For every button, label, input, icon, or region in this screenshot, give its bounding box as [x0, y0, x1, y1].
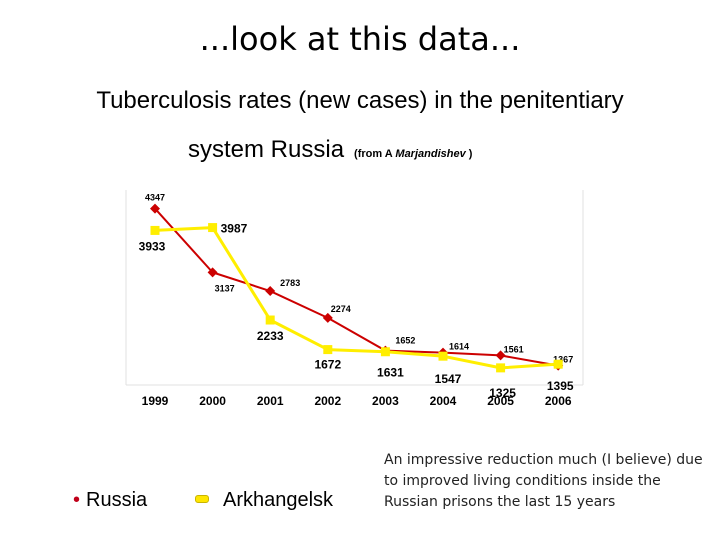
x-tick-label: 2000 — [199, 394, 226, 408]
data-label-russia: 2783 — [280, 278, 300, 288]
legend-arkhangelsk-marker — [195, 494, 209, 503]
source-prefix: (from A — [354, 148, 396, 160]
data-label-arkhangelsk: 1631 — [377, 366, 404, 380]
legend-arkhangelsk: Arkhangelsk — [195, 489, 333, 512]
data-label-arkhangelsk: 1395 — [547, 379, 574, 393]
x-tick-label: 2005 — [487, 394, 514, 408]
chart-subtitle-line1: Tuberculosis rates (new cases) in the pe… — [96, 87, 624, 114]
chart-subtitle-line2-text: system Russia — [188, 136, 345, 163]
data-label-arkhangelsk: 1672 — [314, 358, 341, 372]
slide-note: An impressive reduction much (I believe)… — [384, 452, 703, 510]
data-label-russia: 1652 — [395, 336, 415, 346]
data-label-arkhangelsk: 1325 — [489, 386, 516, 400]
source-suffix: ) — [465, 148, 473, 160]
legend-russia-bullet: • — [73, 489, 81, 511]
legend-russia: • Russia — [73, 489, 147, 512]
data-label-arkhangelsk: 3933 — [139, 239, 166, 253]
data-point-arkhangelsk — [380, 347, 390, 357]
data-label-arkhangelsk: 2233 — [257, 329, 284, 343]
data-label-russia: 2274 — [331, 304, 351, 314]
legend-arkhangelsk-label: Arkhangelsk — [223, 489, 334, 511]
data-point-russia — [207, 267, 218, 278]
data-point-arkhangelsk — [553, 359, 563, 369]
data-point-arkhangelsk — [265, 315, 275, 325]
data-label-russia: 1367 — [553, 355, 573, 365]
data-point-arkhangelsk — [208, 223, 218, 233]
data-label-arkhangelsk: 3987 — [221, 222, 248, 236]
data-label-russia: 3137 — [215, 283, 235, 293]
data-label-russia: 1561 — [504, 344, 524, 354]
series-line-russia — [154, 207, 559, 367]
data-point-russia — [265, 286, 276, 297]
data-label-russia: 4347 — [145, 193, 165, 203]
data-point-arkhangelsk — [496, 363, 506, 373]
data-point-russia — [322, 312, 333, 323]
source-name: Marjandishev — [395, 148, 466, 160]
data-point-russia — [150, 203, 160, 214]
source-note: (from A Marjandishev ) — [354, 148, 472, 160]
data-point-arkhangelsk — [438, 351, 448, 361]
chart-subtitle-line2: system Russia (from A Marjandishev ) — [188, 136, 472, 164]
data-point-russia — [495, 350, 506, 361]
legend-russia-label: Russia — [86, 489, 148, 511]
data-point-arkhangelsk — [323, 345, 333, 355]
series-line-arkhangelsk — [154, 226, 559, 370]
x-tick-label: 2003 — [372, 394, 399, 408]
x-tick-label: 2004 — [430, 394, 457, 408]
slide-heading: ...look at this data... — [199, 20, 521, 58]
data-label-arkhangelsk: 1547 — [435, 372, 462, 386]
x-tick-label: 2006 — [545, 394, 572, 408]
x-tick-label: 2002 — [314, 394, 341, 408]
x-tick-label: 2001 — [257, 394, 284, 408]
data-label-russia: 1614 — [449, 342, 469, 352]
data-point-arkhangelsk — [150, 225, 160, 235]
x-tick-label: 1999 — [142, 394, 169, 408]
